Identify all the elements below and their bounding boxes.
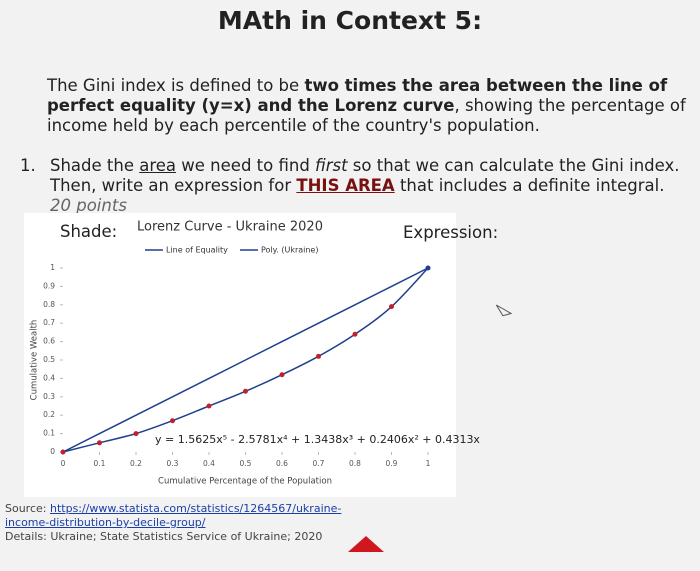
x-tick-label: 0.9 [386,459,398,468]
y-tick-label: 0.5 [43,355,55,364]
source-link[interactable]: https://www.statista.com/statistics/1264… [5,502,342,529]
legend-label: Line of Equality [166,246,228,255]
y-tick-label: 1 [50,263,55,272]
y-tick-label: 0 [50,447,55,456]
text-segment: so that we can calculate the Gini index.… [50,156,680,195]
text-segment: we need to find [176,156,316,175]
y-tick-label: 0.4 [43,373,55,382]
y-tick-label: 0.9 [43,281,55,290]
shade-label: Shade: [60,222,118,241]
y-tick-label: 0.6 [43,337,55,346]
data-point [206,403,212,409]
question: Shade the area we need to find first so … [50,156,690,216]
trend-equation: y = 1.5625x⁵ - 2.5781x⁴ + 1.3438x³ + 0.2… [155,433,480,446]
x-tick-label: 0.6 [276,459,288,468]
chart-background [24,213,456,497]
data-point [133,431,139,437]
data-point [60,449,66,455]
x-axis-label: Cumulative Percentage of the Population [158,477,332,487]
x-tick-label: 0.3 [167,459,179,468]
expression-label: Expression: [403,223,499,242]
warning-triangle [348,536,384,552]
y-tick-label: 0.8 [43,300,55,309]
question-number: 1. [20,156,36,175]
y-tick-label: 0.7 [43,318,55,327]
data-point [170,418,175,424]
text-segment: THIS AREA [296,176,395,195]
text-segment: area [139,156,177,175]
x-tick-label: 0.7 [313,459,325,468]
y-tick-label: 0.2 [43,410,55,419]
data-point [97,440,102,446]
text-segment: that includes a definite integral. [394,176,665,195]
equality-line [62,267,429,453]
x-tick-label: 1 [426,459,431,468]
source: Source: https://www.statista.com/statist… [5,502,345,544]
y-axis-label: Cumulative Wealth [30,320,40,401]
intro: The Gini index is defined to be two time… [47,76,697,136]
x-tick-label: 0.2 [130,459,142,468]
y-tick-label: 0.1 [43,429,55,438]
text-segment: two times the area between the line of p… [47,76,668,115]
chart-title: Lorenz Curve - Ukraine 2020 [137,220,323,235]
x-tick-label: 0.5 [240,459,252,468]
legend-label: Poly. (Ukraine) [261,246,318,255]
cursor-icon [495,304,513,317]
x-tick-label: 0.8 [349,459,361,468]
data-point [352,331,358,337]
data-point [425,265,431,271]
text-segment: first [315,156,348,175]
source-label: Source: [5,502,50,515]
y-tick-label: 0.3 [43,392,55,401]
text-segment: 20 points [50,196,127,215]
text-segment: Shade the [50,156,140,175]
data-point [316,353,321,359]
data-point [243,388,248,394]
text-segment: , showing the percentage of income held … [47,96,686,135]
title: MAth in Context 5: [217,6,483,35]
x-tick-label: 0 [61,459,66,468]
x-tick-label: 0.4 [203,459,215,468]
x-tick-label: 0.1 [94,459,106,468]
source-details: Details: Ukraine; State Statistics Servi… [5,530,323,543]
text-segment: The Gini index is defined to be [47,76,305,95]
data-point [389,304,394,310]
data-point [279,372,285,378]
